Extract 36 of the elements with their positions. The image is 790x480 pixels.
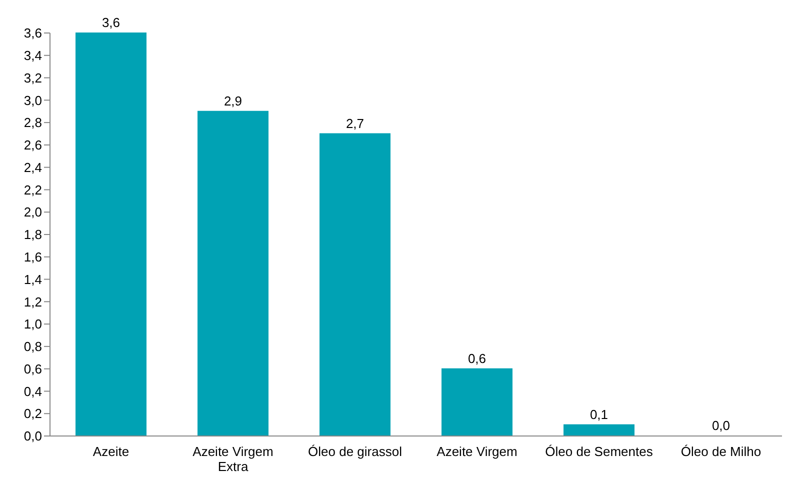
x-tick-label: Azeite [92,444,130,459]
y-tick-label: 3,4 [24,48,42,64]
y-tick-label: 3,6 [24,26,42,41]
y-tick-label: 2,4 [24,160,42,175]
y-tick-label: 2,8 [24,115,42,130]
y-tick-label: 3,2 [24,70,42,86]
y-tick-label: 2,6 [24,138,42,153]
y-tick-label: 0,4 [24,384,42,399]
y-tick-label: 2,2 [24,182,42,198]
data-label: 0,6 [468,350,486,366]
y-tick-label: 0,2 [24,406,42,422]
data-label: 0,0 [712,418,730,433]
y-tick-label: 0,0 [24,428,42,444]
x-tick-label: Óleo de girassol [308,444,402,459]
data-label: 2,7 [346,116,364,131]
x-tick-label: Óleo de Sementes [545,444,654,459]
y-tick-label: 3,0 [24,92,42,108]
x-tick-label: Azeite Virgem Extra [192,444,274,474]
x-tick-label: Azeite Virgem [436,444,518,459]
bar [442,368,512,436]
y-tick-label: 1,0 [24,316,42,332]
y-tick-label: 2,0 [24,204,42,220]
data-label: 2,9 [224,93,242,108]
y-tick-label: 1,2 [24,294,42,310]
bar [320,133,390,436]
x-tick-label: Óleo de Milho [680,444,762,459]
y-tick-label: 0,6 [24,361,42,376]
y-tick-label: 0,8 [24,339,42,354]
bar [564,424,634,436]
y-tick-label: 1,6 [24,250,42,265]
y-tick-label: 1,8 [24,227,42,242]
data-label: 0,1 [590,406,608,422]
bar [76,32,146,436]
bar [198,110,268,436]
y-tick-label: 1,4 [24,272,42,287]
data-label: 3,6 [102,15,120,30]
